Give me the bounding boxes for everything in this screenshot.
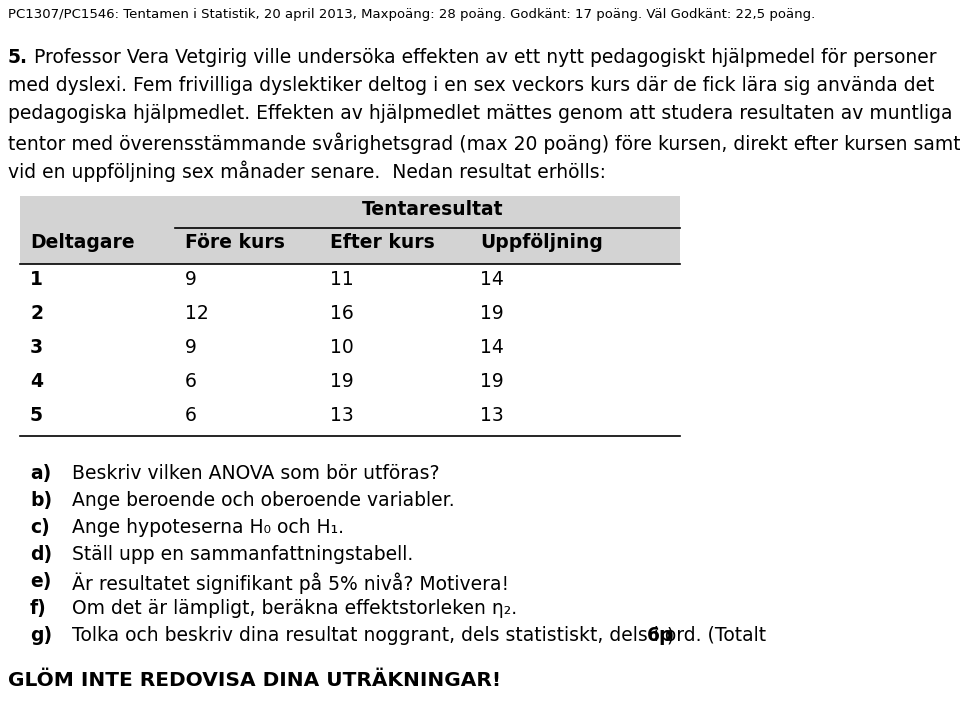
Text: g): g)	[30, 626, 52, 645]
Text: 6: 6	[185, 406, 197, 425]
Bar	[20, 228, 680, 264]
Text: 10: 10	[330, 338, 353, 357]
Text: 12: 12	[185, 304, 208, 323]
Text: f): f)	[30, 599, 47, 618]
Text: 16: 16	[330, 304, 353, 323]
Text: 14: 14	[480, 338, 504, 357]
Text: 19: 19	[330, 372, 353, 391]
Text: Beskriv vilken ANOVA som bör utföras?: Beskriv vilken ANOVA som bör utföras?	[72, 464, 440, 483]
Text: Ange beroende och oberoende variabler.: Ange beroende och oberoende variabler.	[72, 491, 455, 510]
Text: 4: 4	[30, 372, 43, 391]
Text: med dyslexi. Fem frivilliga dyslektiker deltog i en sex veckors kurs där de fick: med dyslexi. Fem frivilliga dyslektiker …	[8, 76, 934, 95]
Text: pedagogiska hjälpmedlet. Effekten av hjälpmedlet mättes genom att studera result: pedagogiska hjälpmedlet. Effekten av hjä…	[8, 104, 952, 123]
Text: tentor med överensstämmande svårighetsgrad (max 20 poäng) före kursen, direkt ef: tentor med överensstämmande svårighetsgr…	[8, 132, 960, 153]
Text: 13: 13	[330, 406, 353, 425]
Text: b): b)	[30, 491, 52, 510]
Text: d): d)	[30, 545, 52, 564]
Text: Professor Vera Vetgirig ville undersöka effekten av ett nytt pedagogiskt hjälpme: Professor Vera Vetgirig ville undersöka …	[34, 48, 937, 67]
Text: 6p: 6p	[646, 626, 673, 645]
Text: GLÖM INTE REDOVISA DINA UTRÄKNINGAR!: GLÖM INTE REDOVISA DINA UTRÄKNINGAR!	[8, 671, 501, 690]
Text: ): )	[666, 626, 674, 645]
Text: a): a)	[30, 464, 51, 483]
Text: 1: 1	[30, 270, 43, 289]
Text: Ställ upp en sammanfattningstabell.: Ställ upp en sammanfattningstabell.	[72, 545, 413, 564]
Text: Tentaresultat: Tentaresultat	[362, 200, 503, 219]
Text: 19: 19	[480, 372, 504, 391]
Text: vid en uppföljning sex månader senare.  Nedan resultat erhölls:: vid en uppföljning sex månader senare. N…	[8, 160, 606, 181]
Text: c): c)	[30, 518, 50, 537]
Text: Före kurs: Före kurs	[185, 233, 285, 252]
Text: 3: 3	[30, 338, 43, 357]
Text: 9: 9	[185, 270, 197, 289]
Text: 11: 11	[330, 270, 353, 289]
Bar	[20, 196, 680, 228]
Text: 5: 5	[30, 406, 43, 425]
Text: 5.: 5.	[8, 48, 28, 67]
Text: e): e)	[30, 572, 52, 591]
Text: 9: 9	[185, 338, 197, 357]
Text: 2: 2	[30, 304, 43, 323]
Text: PC1307/PC1546: Tentamen i Statistik, 20 april 2013, Maxpoäng: 28 poäng. Godkänt:: PC1307/PC1546: Tentamen i Statistik, 20 …	[8, 8, 815, 21]
Text: Ange hypoteserna H₀ och H₁.: Ange hypoteserna H₀ och H₁.	[72, 518, 344, 537]
Text: Uppföljning: Uppföljning	[480, 233, 603, 252]
Text: Efter kurs: Efter kurs	[330, 233, 435, 252]
Text: Är resultatet signifikant på 5% nivå? Motivera!: Är resultatet signifikant på 5% nivå? Mo…	[72, 572, 509, 594]
Text: 13: 13	[480, 406, 504, 425]
Text: Om det är lämpligt, beräkna effektstorleken η₂.: Om det är lämpligt, beräkna effektstorle…	[72, 599, 517, 618]
Text: 19: 19	[480, 304, 504, 323]
Text: Tolka och beskriv dina resultat noggrant, dels statistiskt, dels i ord. (Totalt: Tolka och beskriv dina resultat noggrant…	[72, 626, 772, 645]
Text: 14: 14	[480, 270, 504, 289]
Text: Deltagare: Deltagare	[30, 233, 134, 252]
Text: 6: 6	[185, 372, 197, 391]
